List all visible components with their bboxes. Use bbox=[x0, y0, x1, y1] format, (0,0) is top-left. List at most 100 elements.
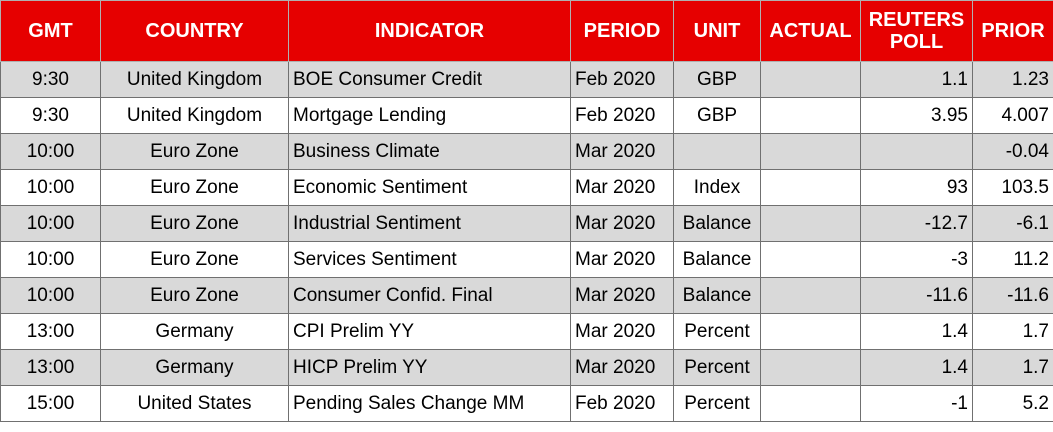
table-cell: 103.5 bbox=[972, 169, 1053, 206]
table-cell: Percent bbox=[673, 313, 761, 350]
table-cell: 4.007 bbox=[972, 97, 1053, 134]
table-cell: -6.1 bbox=[972, 205, 1053, 242]
table-row: 10:00 Euro Zone Services Sentiment Mar 2020… bbox=[0, 241, 1053, 278]
table-cell: 1.4 bbox=[860, 313, 973, 350]
table-row: 10:00 Euro Zone Consumer Confid. Final Mar … bbox=[0, 277, 1053, 314]
table-cell: 1.7 bbox=[972, 349, 1053, 386]
table-cell: 1.4 bbox=[860, 349, 973, 386]
table-cell: Mar 2020 bbox=[570, 349, 674, 386]
table-cell: United Kingdom bbox=[100, 97, 289, 134]
table-cell bbox=[760, 97, 861, 134]
table-row: 10:00 Euro Zone Economic Sentiment Mar 2020… bbox=[0, 169, 1053, 206]
table-cell: -3 bbox=[860, 241, 973, 278]
table-cell: Balance bbox=[673, 205, 761, 242]
table-cell: 10:00 bbox=[0, 169, 101, 206]
table-cell bbox=[760, 277, 861, 314]
column-header: ACTUAL bbox=[760, 0, 861, 62]
table-cell bbox=[860, 133, 973, 170]
table-cell: 11.2 bbox=[972, 241, 1053, 278]
table-cell: -12.7 bbox=[860, 205, 973, 242]
table-cell: Consumer Confid. Final bbox=[288, 277, 571, 314]
table-cell bbox=[760, 133, 861, 170]
table-cell: -0.04 bbox=[972, 133, 1053, 170]
table-cell: Germany bbox=[100, 349, 289, 386]
table-row: 13:00 Germany HICP Prelim YY Mar 2020 Percen… bbox=[0, 349, 1053, 386]
table-row: 15:00 United States Pending Sales Change M… bbox=[0, 385, 1053, 422]
table-cell: Economic Sentiment bbox=[288, 169, 571, 206]
table-cell: Euro Zone bbox=[100, 169, 289, 206]
table-cell: 10:00 bbox=[0, 205, 101, 242]
table-cell: Index bbox=[673, 169, 761, 206]
table-cell: -11.6 bbox=[972, 277, 1053, 314]
table-body: 9:30 United Kingdom BOE Consumer Credit Feb… bbox=[0, 61, 1053, 422]
table-cell: Pending Sales Change MM bbox=[288, 385, 571, 422]
table-cell: Mar 2020 bbox=[570, 133, 674, 170]
table-cell: -11.6 bbox=[860, 277, 973, 314]
table-cell: 9:30 bbox=[0, 61, 101, 98]
table-cell bbox=[760, 61, 861, 98]
table-cell bbox=[760, 169, 861, 206]
table-row: 10:00 Euro Zone Industrial Sentiment Mar 20… bbox=[0, 205, 1053, 242]
table-cell: Mar 2020 bbox=[570, 277, 674, 314]
table-cell: 13:00 bbox=[0, 313, 101, 350]
table-cell: Mar 2020 bbox=[570, 205, 674, 242]
table-cell: 1.1 bbox=[860, 61, 973, 98]
table-cell: Feb 2020 bbox=[570, 385, 674, 422]
table-cell: Mortgage Lending bbox=[288, 97, 571, 134]
table-cell: Mar 2020 bbox=[570, 313, 674, 350]
table-cell: 10:00 bbox=[0, 133, 101, 170]
table-cell: Euro Zone bbox=[100, 133, 289, 170]
table-cell: CPI Prelim YY bbox=[288, 313, 571, 350]
table-cell: United States bbox=[100, 385, 289, 422]
table-cell: Balance bbox=[673, 241, 761, 278]
table-cell: 1.7 bbox=[972, 313, 1053, 350]
table-cell: Industrial Sentiment bbox=[288, 205, 571, 242]
header-row: GMT COUNTRY INDICATOR PERIOD UNIT ACTUAL REUTE… bbox=[0, 0, 1053, 62]
table-cell: Mar 2020 bbox=[570, 169, 674, 206]
table-cell: Feb 2020 bbox=[570, 61, 674, 98]
table-cell: United Kingdom bbox=[100, 61, 289, 98]
column-header: COUNTRY bbox=[100, 0, 289, 62]
table-cell: Germany bbox=[100, 313, 289, 350]
table-cell: Percent bbox=[673, 385, 761, 422]
table-cell: 9:30 bbox=[0, 97, 101, 134]
table-row: 10:00 Euro Zone Business Climate Mar 2020 -0… bbox=[0, 133, 1053, 170]
column-header: PRIOR bbox=[972, 0, 1053, 62]
table-cell: Balance bbox=[673, 277, 761, 314]
column-header: UNIT bbox=[673, 0, 761, 62]
table-cell: 93 bbox=[860, 169, 973, 206]
table-cell: BOE Consumer Credit bbox=[288, 61, 571, 98]
table-cell: -1 bbox=[860, 385, 973, 422]
table-cell: Euro Zone bbox=[100, 277, 289, 314]
table-cell: GBP bbox=[673, 61, 761, 98]
column-header: PERIOD bbox=[570, 0, 674, 62]
table-cell: GBP bbox=[673, 97, 761, 134]
table-row: 9:30 United Kingdom Mortgage Lending Feb 20… bbox=[0, 97, 1053, 134]
table-cell bbox=[760, 349, 861, 386]
table-cell: 10:00 bbox=[0, 241, 101, 278]
column-header: REUTERS POLL bbox=[860, 0, 973, 62]
table-row: 13:00 Germany CPI Prelim YY Mar 2020 Percent… bbox=[0, 313, 1053, 350]
table-cell: 3.95 bbox=[860, 97, 973, 134]
table-cell: Business Climate bbox=[288, 133, 571, 170]
column-header: INDICATOR bbox=[288, 0, 571, 62]
table-cell bbox=[760, 313, 861, 350]
table-cell: Percent bbox=[673, 349, 761, 386]
table-cell bbox=[760, 241, 861, 278]
table-cell: 15:00 bbox=[0, 385, 101, 422]
calendar-table: GMT COUNTRY INDICATOR PERIOD UNIT ACTUAL REUTE… bbox=[0, 0, 1053, 422]
table-cell: 10:00 bbox=[0, 277, 101, 314]
table-cell bbox=[760, 385, 861, 422]
table-cell: 13:00 bbox=[0, 349, 101, 386]
table-cell: HICP Prelim YY bbox=[288, 349, 571, 386]
table-cell: Mar 2020 bbox=[570, 241, 674, 278]
table-cell: Services Sentiment bbox=[288, 241, 571, 278]
table-cell: Euro Zone bbox=[100, 205, 289, 242]
table-cell bbox=[760, 205, 861, 242]
table-cell bbox=[673, 133, 761, 170]
table-cell: 5.2 bbox=[972, 385, 1053, 422]
column-header: GMT bbox=[0, 0, 101, 62]
table-cell: Euro Zone bbox=[100, 241, 289, 278]
table-cell: Feb 2020 bbox=[570, 97, 674, 134]
